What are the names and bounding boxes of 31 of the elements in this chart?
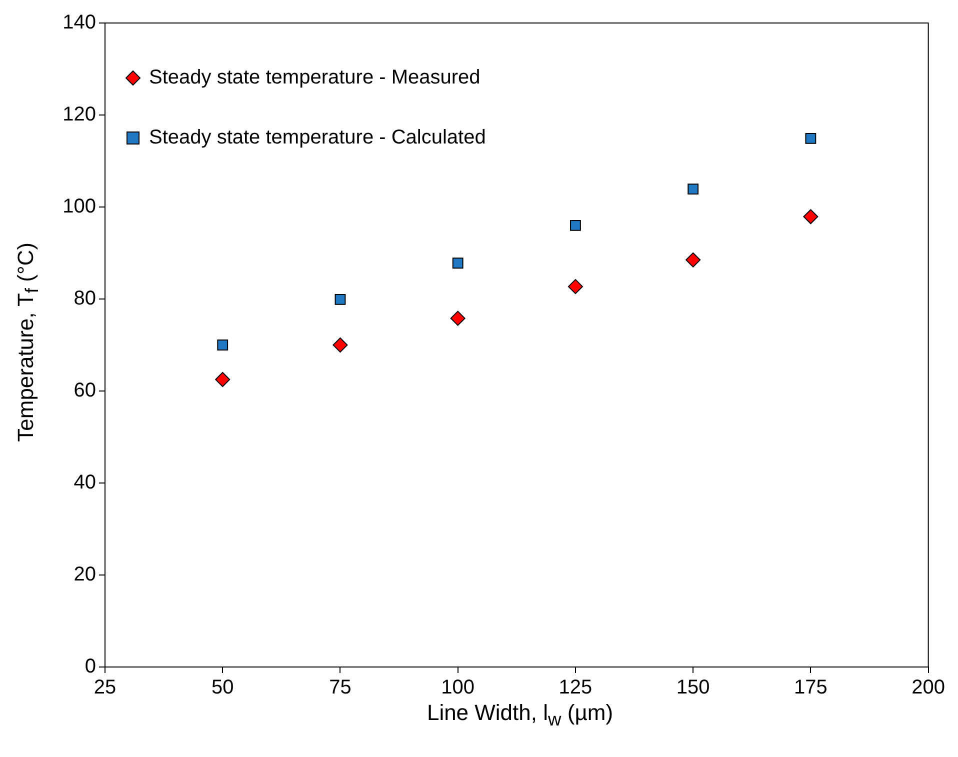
point bbox=[803, 209, 818, 224]
point bbox=[686, 252, 701, 268]
y-tick-label: 40 bbox=[74, 472, 96, 494]
point bbox=[805, 133, 816, 144]
y-tick-label: 140 bbox=[62, 12, 96, 34]
y-tick-label: 60 bbox=[74, 380, 96, 402]
point bbox=[332, 338, 348, 352]
x-tick-label: 200 bbox=[912, 676, 946, 699]
x-axis-title: Line Width, l$_{w}$ (µm) bbox=[426, 700, 614, 730]
y-tick-label: 0 bbox=[84, 656, 96, 678]
point bbox=[215, 372, 230, 387]
y-tick-label: 120 bbox=[62, 104, 96, 126]
x-tick-label: 125 bbox=[558, 676, 592, 699]
x-tick-label: 25 bbox=[94, 676, 116, 699]
point bbox=[570, 220, 581, 231]
point bbox=[217, 340, 228, 350]
x-tick-label: 75 bbox=[329, 676, 352, 699]
point bbox=[568, 279, 583, 294]
x-tick-label: 50 bbox=[211, 676, 234, 699]
point bbox=[688, 184, 699, 195]
point bbox=[334, 294, 346, 305]
point bbox=[450, 310, 466, 326]
y-tick-label: 100 bbox=[62, 196, 96, 218]
x-tick-label: 175 bbox=[794, 676, 828, 699]
y-tick-label: 20 bbox=[74, 564, 96, 586]
legend-label: Steady state temperature - Calculated bbox=[149, 126, 486, 149]
legend-label: Steady state temperature - Measured bbox=[149, 66, 480, 89]
x-tick-label: 100 bbox=[441, 676, 475, 699]
point bbox=[452, 258, 464, 269]
y-tick-label: 80 bbox=[74, 288, 96, 310]
x-tick-label: 150 bbox=[676, 676, 710, 699]
